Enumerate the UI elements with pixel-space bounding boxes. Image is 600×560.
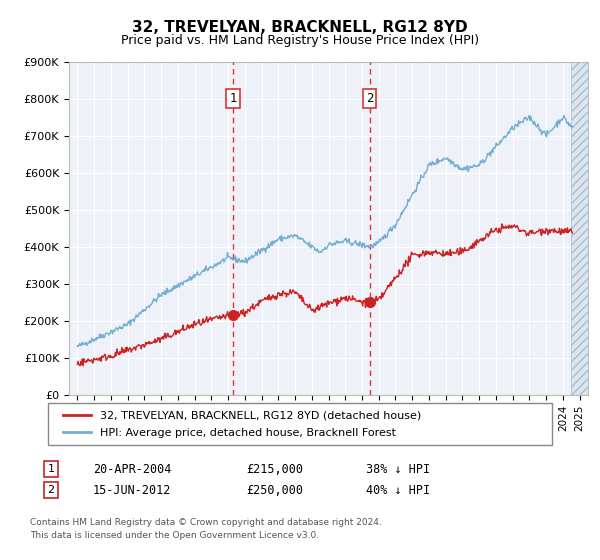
Text: £215,000: £215,000 (246, 463, 303, 476)
Text: 40% ↓ HPI: 40% ↓ HPI (366, 483, 430, 497)
Text: Price paid vs. HM Land Registry's House Price Index (HPI): Price paid vs. HM Land Registry's House … (121, 34, 479, 46)
Text: 2: 2 (366, 92, 373, 105)
Text: 20-APR-2004: 20-APR-2004 (93, 463, 172, 476)
Text: £250,000: £250,000 (246, 483, 303, 497)
Text: 32, TREVELYAN, BRACKNELL, RG12 8YD: 32, TREVELYAN, BRACKNELL, RG12 8YD (132, 20, 468, 35)
Text: Contains HM Land Registry data © Crown copyright and database right 2024.
This d: Contains HM Land Registry data © Crown c… (30, 519, 382, 540)
Text: 15-JUN-2012: 15-JUN-2012 (93, 483, 172, 497)
Bar (571, 62, 588, 395)
Text: 1: 1 (47, 464, 55, 474)
Text: 1: 1 (229, 92, 237, 105)
Legend: 32, TREVELYAN, BRACKNELL, RG12 8YD (detached house), HPI: Average price, detache: 32, TREVELYAN, BRACKNELL, RG12 8YD (deta… (59, 407, 425, 442)
Text: 2: 2 (47, 485, 55, 495)
Text: 38% ↓ HPI: 38% ↓ HPI (366, 463, 430, 476)
